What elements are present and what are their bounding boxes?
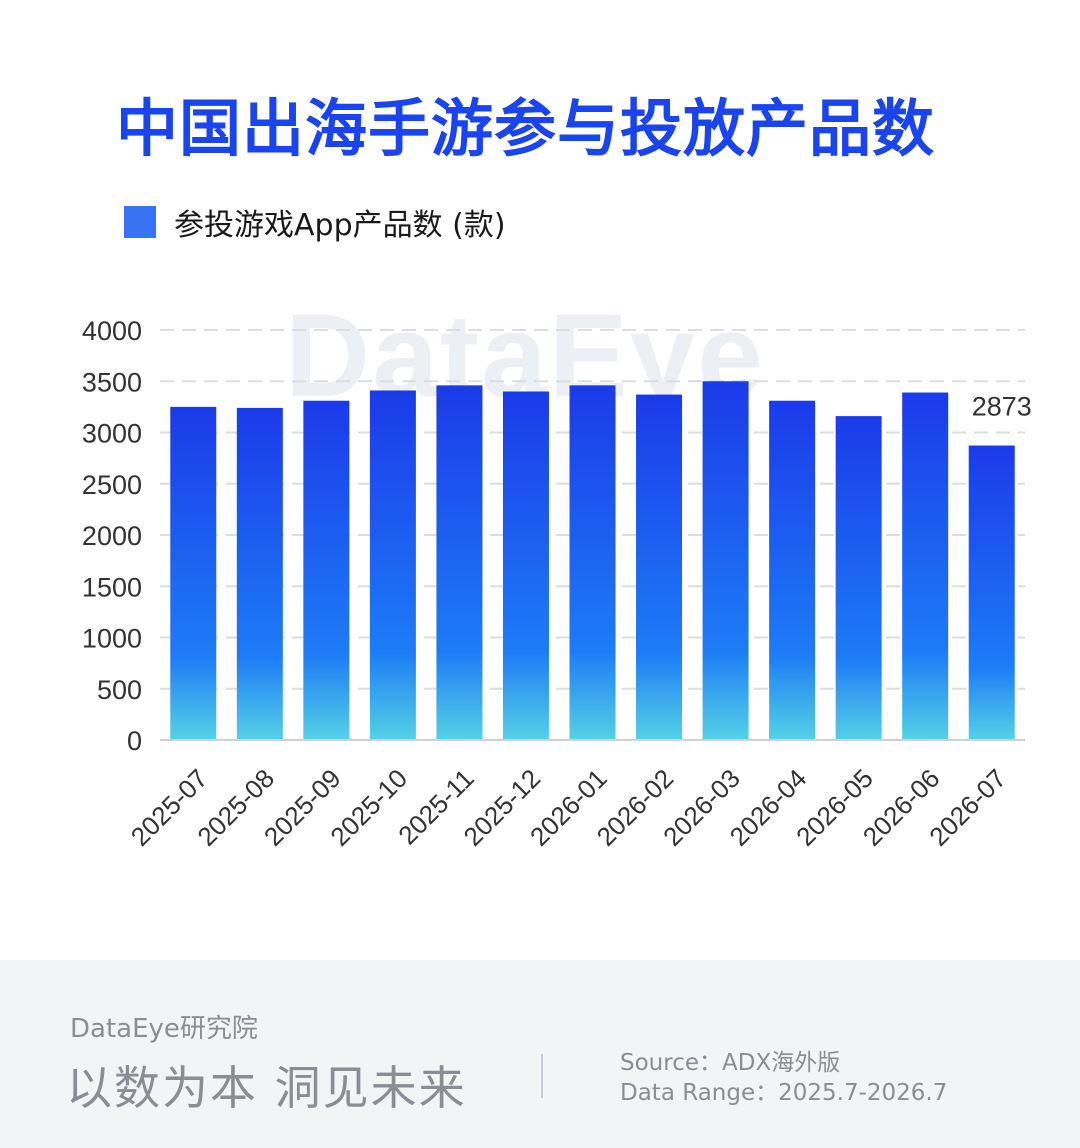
- y-tick-label: 3000: [82, 419, 142, 449]
- bar: [702, 381, 749, 740]
- bar: [303, 400, 350, 740]
- bar: [569, 385, 616, 740]
- y-tick-label: 1000: [82, 624, 142, 654]
- chart-title: 中国出海手游参与投放产品数: [116, 92, 936, 165]
- y-tick-label: 500: [97, 675, 142, 705]
- footer-slogan: 以数为本 洞见未来: [66, 1061, 467, 1115]
- bar: [968, 445, 1015, 740]
- legend-label: 参投游戏App产品数 (款): [174, 208, 506, 243]
- data-label: 2873: [972, 392, 1032, 422]
- bar: [502, 391, 549, 740]
- legend: 参投游戏App产品数 (款): [124, 200, 506, 244]
- y-tick-label: 2000: [82, 521, 142, 551]
- footer: DataEye研究院 以数为本 洞见未来 Source：ADX海外版 Data …: [0, 960, 1080, 1148]
- y-tick-label: 1500: [82, 572, 142, 602]
- bar: [902, 392, 949, 740]
- footer-range: Data Range：2025.7-2026.7: [620, 1080, 948, 1106]
- bar: [369, 390, 416, 740]
- bar: [769, 400, 816, 740]
- footer-divider: [541, 1054, 543, 1098]
- bar-chart: 050010001500200025003000350040002025-072…: [82, 316, 1032, 852]
- bar: [436, 385, 483, 740]
- bar: [170, 406, 217, 740]
- bar: [835, 416, 882, 740]
- y-tick-label: 2500: [82, 470, 142, 500]
- bar: [236, 407, 283, 740]
- y-tick-label: 3500: [82, 367, 142, 397]
- y-tick-label: 0: [127, 726, 142, 756]
- footer-source: Source：ADX海外版: [620, 1050, 841, 1076]
- bar: [636, 394, 683, 740]
- y-tick-label: 4000: [82, 316, 142, 346]
- legend-swatch: [124, 206, 156, 238]
- footer-meta: Source：ADX海外版 Data Range：2025.7-2026.7: [620, 1048, 947, 1108]
- footer-org: DataEye研究院: [70, 1014, 258, 1044]
